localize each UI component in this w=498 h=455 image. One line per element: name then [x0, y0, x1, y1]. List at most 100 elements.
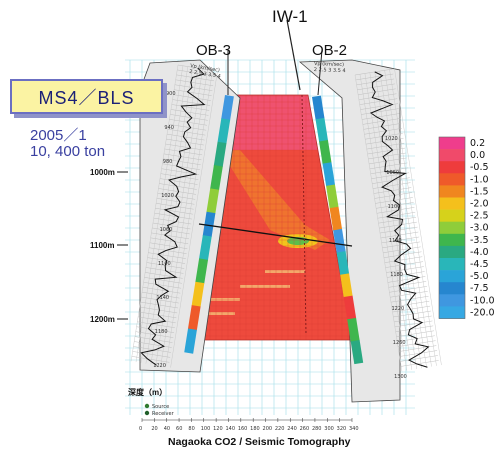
- tomo-orange-band: [220, 150, 330, 250]
- left-log-strip-cell: [202, 211, 216, 237]
- depth-label-1200: 1200m: [90, 315, 115, 324]
- left-log-depth-tick: 1060: [160, 227, 173, 233]
- x-tick-label: 340: [349, 426, 359, 432]
- x-tick-label: 120: [213, 426, 223, 432]
- right-well-log: 1020 1060 1100 1140 1180 1220 1260 1300: [298, 59, 442, 403]
- left-vp-ticks: 2 2.5 3 3.5 4: [189, 69, 221, 80]
- tomo-streak: [265, 270, 305, 273]
- colorbar-label: 0.0: [470, 150, 485, 161]
- scenario-label-box: MS4／BLS: [10, 79, 163, 114]
- x-tick-label: 160: [238, 426, 248, 432]
- right-log-depth-tick: 1100: [388, 204, 401, 210]
- left-log-depth-tick: 1220: [153, 363, 166, 369]
- left-well-log: 900 940 980 1020 1060 1100 1140 1180 1220: [130, 59, 241, 373]
- left-log-strip-cell: [187, 305, 201, 331]
- colorbar-label: 0.2: [470, 138, 485, 149]
- x-tick-label: 40: [164, 426, 170, 432]
- left-vp-header: Vp (km/sec): [190, 63, 221, 74]
- right-log-strip-cell: [312, 95, 325, 120]
- right-log-depth-tick: 1060: [386, 170, 399, 176]
- left-log-strip-cell: [221, 95, 234, 121]
- right-log-strip-cell: [319, 140, 332, 165]
- colorbar-label: -0.5: [470, 162, 489, 173]
- colorbar-label: -4.5: [470, 259, 489, 270]
- left-log-depth-tick: 1020: [161, 193, 174, 199]
- right-log-strip-cell: [350, 340, 364, 365]
- colorbar-label: -3.5: [470, 235, 489, 246]
- amount-text: 10, 400 ton: [30, 143, 106, 160]
- depth-labels: 1000m 1100m 1200m: [90, 168, 128, 324]
- colorbar-swatch: [439, 258, 465, 271]
- depth-label-1000: 1000m: [90, 168, 115, 177]
- iw1-label: IW-1: [272, 7, 308, 26]
- colorbar-label: -20.0: [470, 307, 495, 318]
- colorbar-label: -1.0: [470, 174, 489, 185]
- right-log-strip-cell: [333, 228, 346, 254]
- colorbar-swatch: [439, 270, 465, 283]
- tomo-streak: [205, 312, 235, 315]
- x-tick-label: 280: [312, 426, 322, 432]
- x-tick-label: 320: [337, 426, 347, 432]
- x-tick-label: 180: [250, 426, 260, 432]
- x-tick-label: 300: [324, 426, 334, 432]
- left-log-strip-cell: [184, 328, 197, 354]
- colorbar-label: -2.0: [470, 199, 489, 210]
- x-tick-label: 260: [300, 426, 310, 432]
- x-tick-label: 60: [176, 426, 182, 432]
- left-log-depth-tick: 1140: [156, 295, 169, 301]
- right-log-depth-tick: 1220: [392, 306, 405, 312]
- right-log-strip-cell: [315, 117, 329, 142]
- left-log-strip-cell: [206, 188, 220, 214]
- right-log-depth-tick: 1300: [394, 374, 407, 380]
- colorbar-label: -10.0: [470, 295, 495, 306]
- left-log-strip-cell: [213, 141, 227, 167]
- left-log-velocity-curve: [140, 67, 206, 366]
- right-log-depth-tick: 1020: [385, 136, 398, 142]
- injection-well-line: [301, 94, 307, 336]
- colorbar-swatch: [439, 197, 465, 210]
- colorbar: 0.20.0-0.5-1.0-1.5 -2.0-2.5-3.0-3.5-4.0-4…: [438, 136, 495, 319]
- colorbar-label: -4.0: [470, 247, 489, 258]
- legend-marker-label: Source: [152, 404, 169, 410]
- legend-marker-dot: [144, 403, 150, 409]
- left-log-depth-tick: 980: [163, 159, 173, 165]
- tomo-pink-zone: [215, 95, 318, 150]
- x-tick-label: 200: [263, 426, 273, 432]
- depth-label-1100: 1100m: [90, 241, 114, 250]
- right-log-depth-tick: 1260: [393, 340, 406, 346]
- right-log-velocity-curve: [369, 71, 430, 368]
- colorbar-label: -5.0: [470, 271, 489, 282]
- ob2-label: OB-2: [312, 42, 347, 59]
- colorbar-swatch: [439, 161, 465, 174]
- colorbar-swatch: [439, 245, 465, 259]
- left-log-strip-cell: [191, 281, 205, 308]
- ob3-label: OB-3: [196, 42, 231, 59]
- right-log-strip-cell: [326, 184, 339, 209]
- iw1-leader-line: [286, 19, 301, 91]
- left-log-depth-tick: 940: [164, 125, 174, 131]
- left-log-depth-tick: 900: [166, 91, 176, 97]
- legend-marker-dot: [144, 410, 150, 416]
- left-log-strip-cell: [217, 118, 231, 144]
- colorbar-label: -1.5: [470, 186, 489, 197]
- colorbar-swatch: [439, 173, 465, 186]
- left-log-strip-cell: [199, 235, 212, 261]
- scenario-label: MS4／BLS: [38, 87, 135, 108]
- left-log-strip-cell: [210, 165, 223, 191]
- depth-axis-label: 深度（m）: [128, 387, 167, 397]
- bottom-title: Nagaoka CO2 / Seismic Tomography: [168, 436, 351, 448]
- x-tick-label: 140: [225, 426, 235, 432]
- right-log-strip-cell: [322, 162, 336, 187]
- right-log-strip-cell: [329, 206, 343, 231]
- colorbar-swatch: [439, 282, 465, 295]
- colorbar-label: -7.5: [470, 283, 489, 294]
- colorbar-swatch: [439, 233, 465, 247]
- right-log-strip-cell: [343, 295, 357, 320]
- x-tick-label: 0: [139, 426, 142, 432]
- right-vp-header: Vp (km/sec): [314, 61, 344, 68]
- x-tick-label: 100: [201, 426, 211, 432]
- right-log-panel: [298, 59, 401, 403]
- colorbar-swatch: [439, 221, 465, 235]
